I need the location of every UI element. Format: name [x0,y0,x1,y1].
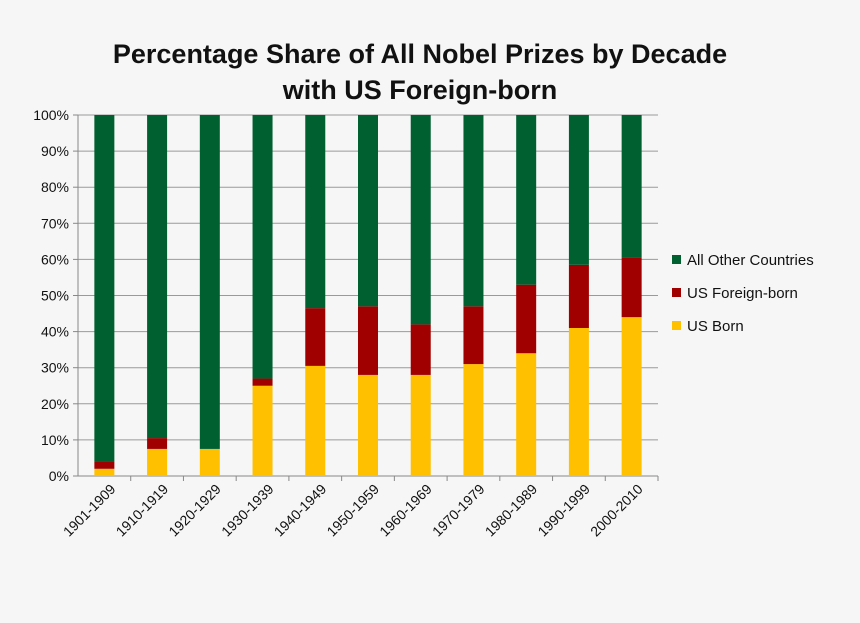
y-tick-label: 10% [41,432,69,448]
legend-swatch [672,321,681,330]
bar-us-born [147,448,168,476]
bar-us-born [252,385,273,476]
x-tick-label: 1901-1909 [60,481,119,540]
bar-us-foreign-born [358,306,378,375]
bar-us-born [410,374,431,476]
bar-us-foreign-born [516,284,537,354]
bar-all-other-countries [410,115,431,325]
legend-label: US Born [687,318,744,335]
bar-all-other-countries [516,115,537,285]
bar-all-other-countries [94,115,115,462]
bar-us-born [358,374,378,476]
bar-us-foreign-born [147,438,168,449]
bar-us-foreign-born [410,324,431,375]
bar-us-born [305,365,326,476]
x-tick-label: 1980-1989 [482,481,541,540]
x-tick-label: 1990-1999 [534,481,593,540]
bar-us-foreign-born [463,306,484,365]
bar-us-born [94,468,115,476]
legend-label: US Foreign-born [687,285,798,302]
y-tick-label: 90% [41,143,69,159]
bar-us-foreign-born [568,264,589,328]
bar-us-foreign-born [252,378,273,386]
y-tick-label: 100% [33,107,69,123]
y-tick-label: 80% [41,179,69,195]
bar-us-born [568,327,589,476]
x-tick-label: 1940-1949 [271,481,330,540]
bar-us-born [463,364,484,476]
y-tick-label: 0% [49,468,69,484]
bar-us-born [199,448,220,476]
chart-title-line-2: with US Foreign-born [282,75,558,105]
bar-all-other-countries [568,115,589,265]
bar-all-other-countries [621,115,642,258]
y-tick-label: 30% [41,360,69,376]
y-tick-label: 50% [41,288,69,304]
chart-title-line-1: Percentage Share of All Nobel Prizes by … [112,39,728,69]
bar-all-other-countries [463,115,484,307]
x-tick-label: 1970-1979 [429,481,488,540]
legend-swatch [672,288,681,297]
y-tick-label: 70% [41,215,69,231]
bar-us-foreign-born [621,257,642,318]
legend-label: All Other Countries [687,252,814,269]
bar-all-other-countries [199,115,220,449]
bar-all-other-countries [305,115,326,309]
x-tick-label: 1950-1959 [323,481,382,540]
x-tick-label: 2000-2010 [587,481,646,540]
x-tick-label: 1910-1919 [113,481,172,540]
x-tick-label: 1960-1969 [376,481,435,540]
y-tick-label: 40% [41,324,69,340]
x-tick-label: 1930-1939 [218,481,277,540]
y-tick-label: 20% [41,396,69,412]
bar-us-foreign-born [94,461,115,469]
bar-all-other-countries [147,115,168,439]
bar-us-born [621,317,642,476]
y-tick-label: 60% [41,251,69,267]
bar-us-born [516,353,537,476]
chart-title: Percentage Share of All Nobel Prizes by … [40,36,800,108]
bar-us-foreign-born [305,308,326,366]
legend-swatch [672,255,681,264]
bar-all-other-countries [358,115,378,307]
bar-all-other-countries [252,115,273,379]
x-tick-label: 1920-1929 [165,481,224,540]
